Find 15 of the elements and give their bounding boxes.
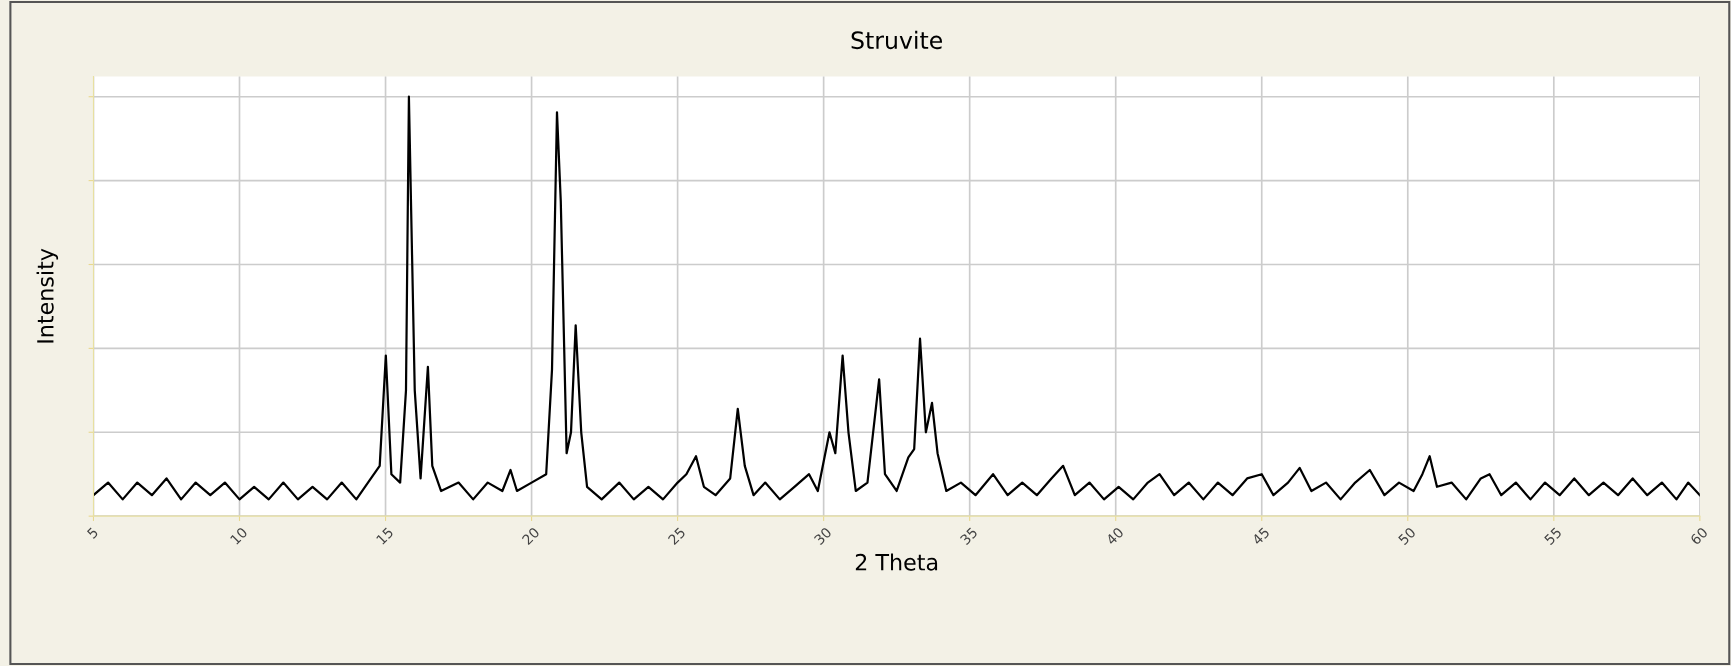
chart-title: Struvite bbox=[851, 30, 943, 50]
x-tick-label: 60 bbox=[1689, 526, 1709, 546]
x-tick-label: 15 bbox=[375, 527, 394, 545]
x-tick-label: 20 bbox=[521, 526, 541, 546]
x-tick-label: 40 bbox=[1105, 526, 1125, 546]
x-tick-label: 5 bbox=[86, 527, 99, 539]
x-tick-label: 50 bbox=[1397, 526, 1417, 546]
x-tick-label: 55 bbox=[1543, 527, 1563, 546]
x-axis-title: 2 Theta bbox=[855, 553, 938, 571]
x-tick-label: 10 bbox=[229, 526, 248, 545]
x-tick-label: 45 bbox=[1251, 527, 1270, 546]
x-tick-label: 30 bbox=[813, 526, 833, 546]
x-tick-label: 25 bbox=[667, 526, 686, 546]
y-axis-title: Intensity bbox=[36, 248, 59, 343]
x-tick-label: 35 bbox=[959, 526, 978, 546]
